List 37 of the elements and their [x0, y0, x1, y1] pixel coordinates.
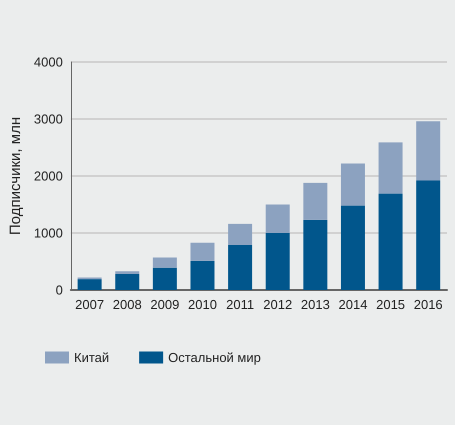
x-tick-label: 2014: [338, 297, 368, 312]
y-tick-label: 4000: [34, 54, 63, 70]
x-tick-label: 2015: [376, 297, 406, 312]
bar: [115, 274, 140, 290]
x-tick-label: 2009: [150, 297, 180, 312]
bar: [378, 142, 403, 194]
legend-label: Остальной мир: [168, 350, 261, 365]
bar: [266, 204, 290, 233]
bar: [303, 182, 328, 220]
bar: [416, 121, 440, 181]
bar: [115, 271, 140, 274]
bar: [228, 244, 252, 290]
x-tick-label: 2013: [300, 297, 330, 312]
x-tick-label: 2007: [75, 297, 104, 312]
bar: [416, 180, 440, 290]
bar: [303, 220, 328, 290]
bar: [152, 258, 177, 268]
bar: [152, 268, 177, 290]
bar: [228, 224, 252, 245]
y-tick-label: 0: [56, 282, 63, 298]
bar: [266, 233, 290, 290]
legend-label: Китай: [74, 350, 110, 365]
y-tick-label: 2000: [34, 168, 63, 184]
bar: [190, 242, 214, 261]
x-tick-label: 2016: [414, 297, 443, 312]
bar: [340, 206, 365, 290]
y-axis-title: Подписчики, млн: [7, 116, 24, 236]
x-tick-label: 2010: [188, 297, 217, 312]
bar: [340, 163, 365, 206]
x-tick-label: 2011: [226, 297, 254, 312]
bar: [378, 194, 403, 290]
y-tick-label: 3000: [34, 112, 63, 126]
bar: [78, 279, 102, 290]
y-tick-label: 1000: [34, 226, 63, 240]
x-tick-label: 2008: [112, 297, 142, 312]
x-tick-label: 2012: [263, 297, 292, 312]
bar: [190, 260, 214, 290]
